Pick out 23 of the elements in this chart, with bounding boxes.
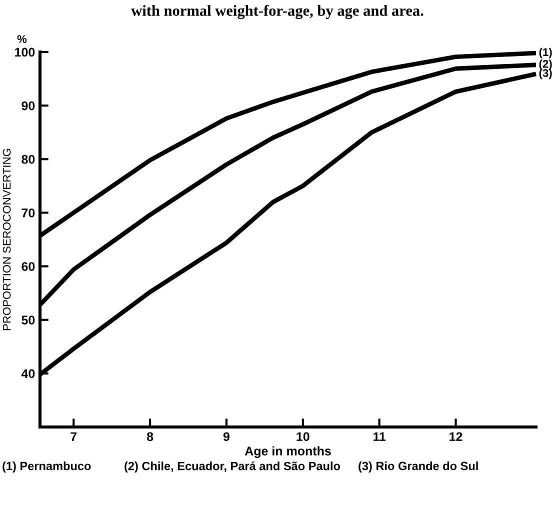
x-tick-label: 12 [450,432,462,441]
y-tick-label: 90 [22,101,35,110]
y-tick-label: 50 [22,316,35,325]
y-tick-label: 70 [22,208,35,218]
series-label: (2) [539,60,552,70]
text: (1) Pernambuco [2,461,91,473]
y-tick-label: 40 [21,369,35,378]
x-tick-label: 10 [296,432,310,442]
text: % [17,35,27,43]
y-tick-label: 100 [15,48,35,57]
x-tick-label: 8 [146,432,154,442]
x-tick-label: 9 [223,432,230,442]
series-label: (1) [539,48,552,58]
y-tick-label: 60 [22,262,35,271]
y-axis-title: PROPORTION SEROCONVERTING [2,148,11,330]
y-tick-label: 80 [22,154,35,164]
x-tick-label: 7 [70,432,77,441]
chart-title: with normal weight-for-age, by age and area. [131,4,424,20]
x-tick-label: 11 [374,432,386,441]
series-label: (3) [539,68,552,80]
text: (2) Chile, Ecuador, Pará and São Paulo [124,461,340,473]
x-axis-title: Age in months [244,446,331,458]
text: (3) Rio Grande do Sul [358,461,478,473]
